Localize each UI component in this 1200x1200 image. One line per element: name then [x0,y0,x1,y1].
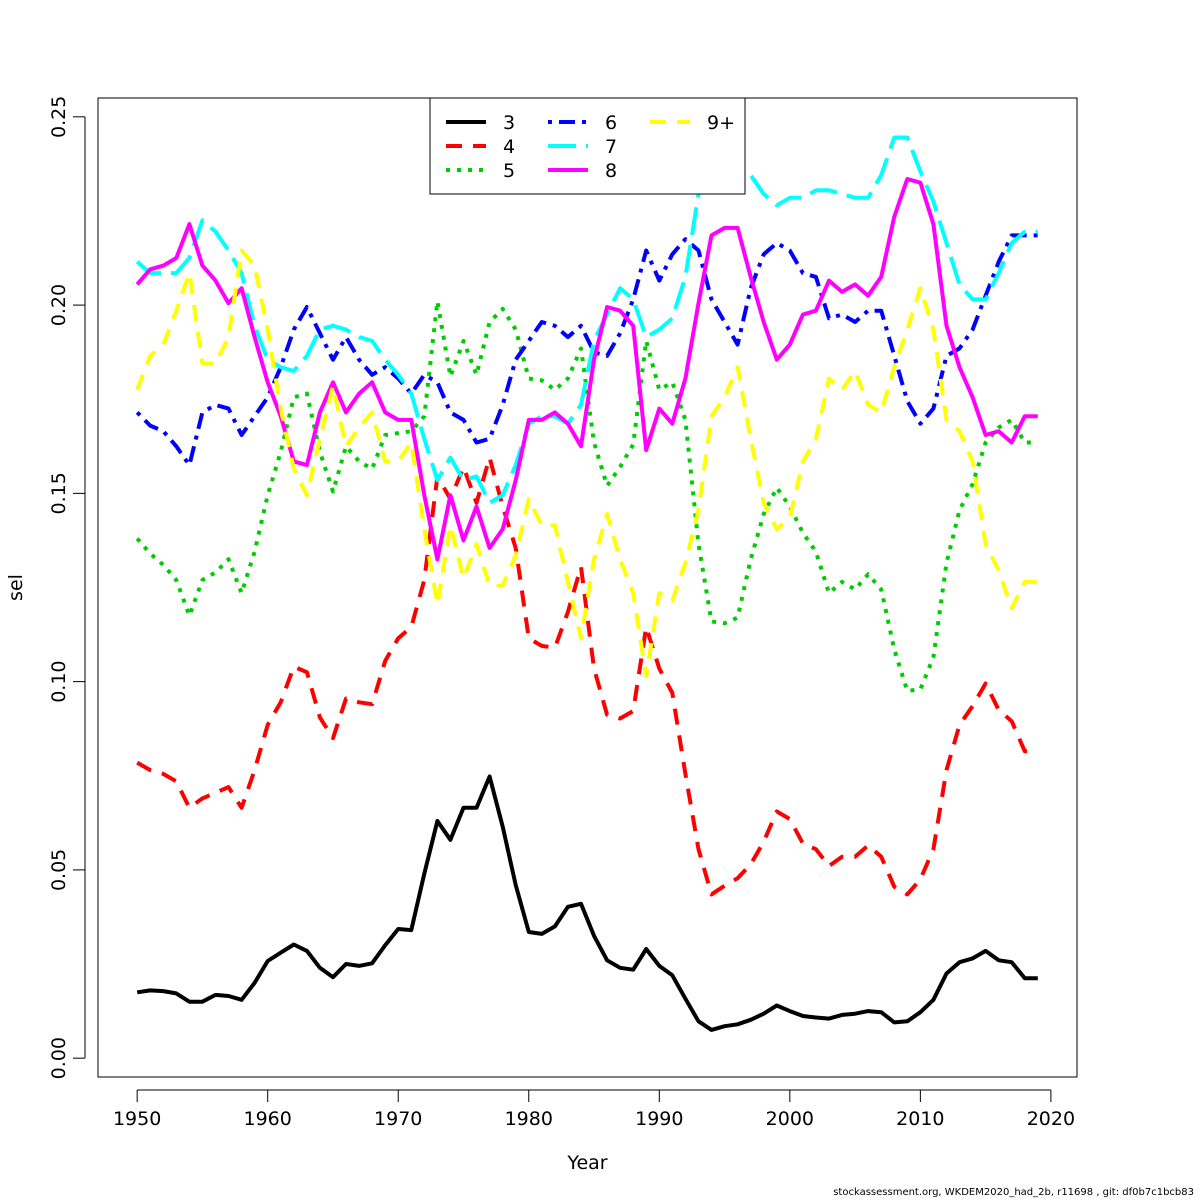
x-axis-label: Year [566,1152,607,1174]
x-tick-label: 1960 [244,1108,292,1130]
x-tick-label: 2000 [766,1108,814,1130]
x-tick-label: 2020 [1027,1108,1075,1130]
x-tick-label: 1990 [635,1108,683,1130]
y-tick-label: 0.10 [48,660,70,702]
y-tick-label: 0.15 [48,472,70,514]
x-tick-label: 1980 [505,1108,553,1130]
series-line-9plus [135,248,1038,678]
series-lines [135,135,1038,1032]
series-line-3 [136,774,1038,1032]
series-line-4 [136,455,1038,897]
legend-label: 9+ [707,112,735,134]
legend-label: 3 [503,112,515,134]
series-line-6 [135,233,1038,468]
footer-note: stockassessment.org, WKDEM2020_had_2b, r… [833,1187,1194,1198]
y-axis: 0.00 0.05 0.10 0.15 0.20 0.25 [48,96,86,1079]
y-tick-label: 0.25 [48,96,70,138]
series-line-7 [135,135,1038,505]
x-tick-label: 2010 [896,1108,944,1130]
y-tick-label: 0.00 [48,1037,70,1079]
x-axis: 1950 1960 1970 1980 1990 2000 2010 2020 [113,1089,1075,1130]
legend-label: 8 [605,160,617,182]
legend-label: 7 [605,136,617,158]
legend-label: 5 [503,160,515,182]
x-tick-label: 1950 [113,1108,161,1130]
legend-label: 6 [605,112,617,134]
legend: 345 678 9+ [429,97,746,195]
legend-label: 4 [503,136,515,158]
x-tick-label: 1970 [374,1108,422,1130]
y-tick-label: 0.20 [48,284,70,326]
series-line-5 [135,299,1038,693]
y-tick-label: 0.05 [48,849,70,891]
y-axis-label: sel [5,574,27,601]
